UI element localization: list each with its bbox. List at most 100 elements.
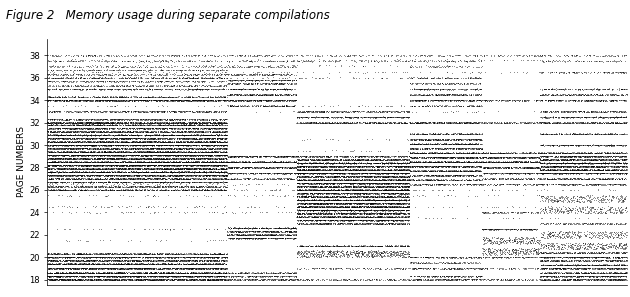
Point	[72, 271, 82, 275]
Point	[364, 214, 374, 219]
Point	[59, 68, 69, 72]
Point	[338, 277, 348, 282]
Point	[383, 253, 393, 258]
Point	[52, 126, 62, 131]
Point	[578, 150, 588, 155]
Point	[340, 168, 350, 173]
Point	[254, 229, 264, 234]
Point	[406, 146, 416, 151]
Point	[379, 195, 389, 200]
Point	[166, 150, 176, 154]
Point	[91, 117, 101, 122]
Point	[218, 130, 228, 135]
Point	[242, 92, 252, 97]
Point	[362, 252, 372, 256]
Point	[154, 176, 164, 181]
Point	[67, 139, 77, 144]
Point	[587, 132, 597, 136]
Point	[428, 260, 438, 265]
Point	[246, 165, 256, 169]
Point	[352, 221, 362, 226]
Point	[207, 78, 217, 83]
Point	[604, 271, 614, 275]
Point	[149, 153, 159, 158]
Point	[83, 68, 93, 72]
Point	[147, 64, 158, 69]
Point	[406, 169, 416, 173]
Point	[260, 72, 270, 77]
Point	[323, 164, 333, 169]
Point	[103, 94, 113, 99]
Point	[505, 155, 515, 159]
Point	[299, 200, 309, 205]
Point	[362, 171, 372, 176]
Point	[59, 255, 69, 260]
Point	[165, 204, 175, 209]
Point	[213, 177, 223, 181]
Point	[413, 81, 423, 86]
Point	[512, 155, 522, 160]
Point	[357, 214, 367, 219]
Point	[331, 198, 341, 203]
Point	[341, 177, 352, 182]
Point	[415, 261, 425, 266]
Point	[355, 184, 365, 188]
Point	[83, 120, 93, 125]
Point	[47, 270, 57, 275]
Point	[135, 120, 145, 125]
Point	[377, 181, 387, 185]
Point	[549, 263, 559, 268]
Point	[413, 155, 423, 159]
Point	[59, 142, 69, 147]
Point	[550, 115, 560, 120]
Point	[263, 274, 273, 279]
Point	[406, 104, 416, 109]
Point	[337, 211, 347, 216]
Point	[168, 156, 178, 160]
Point	[328, 157, 338, 162]
Point	[152, 121, 163, 125]
Point	[387, 177, 398, 182]
Point	[54, 177, 64, 181]
Point	[185, 255, 195, 260]
Point	[174, 177, 184, 181]
Point	[100, 121, 110, 126]
Point	[54, 149, 64, 154]
Point	[617, 154, 627, 159]
Point	[96, 266, 106, 271]
Point	[610, 277, 621, 282]
Point	[444, 63, 454, 68]
Point	[364, 121, 374, 125]
Point	[96, 53, 106, 57]
Point	[464, 137, 474, 141]
Point	[577, 263, 587, 268]
Point	[527, 277, 537, 282]
Point	[439, 266, 449, 271]
Point	[159, 176, 169, 181]
Point	[321, 154, 331, 159]
Point	[280, 93, 290, 97]
Point	[457, 159, 467, 164]
Point	[142, 170, 152, 175]
Point	[561, 177, 571, 181]
Point	[179, 159, 189, 164]
Point	[378, 161, 388, 165]
Point	[326, 187, 336, 192]
Point	[477, 159, 487, 164]
Point	[147, 262, 157, 266]
Point	[536, 277, 546, 282]
Point	[384, 208, 394, 212]
Point	[94, 277, 105, 281]
Point	[353, 211, 363, 215]
Point	[227, 53, 237, 58]
Point	[431, 98, 441, 102]
Point	[583, 132, 593, 137]
Point	[171, 150, 181, 154]
Point	[409, 182, 419, 187]
Point	[115, 135, 125, 140]
Point	[161, 136, 171, 141]
Point	[502, 159, 512, 164]
Point	[605, 241, 616, 246]
Point	[128, 169, 138, 174]
Point	[539, 182, 549, 187]
